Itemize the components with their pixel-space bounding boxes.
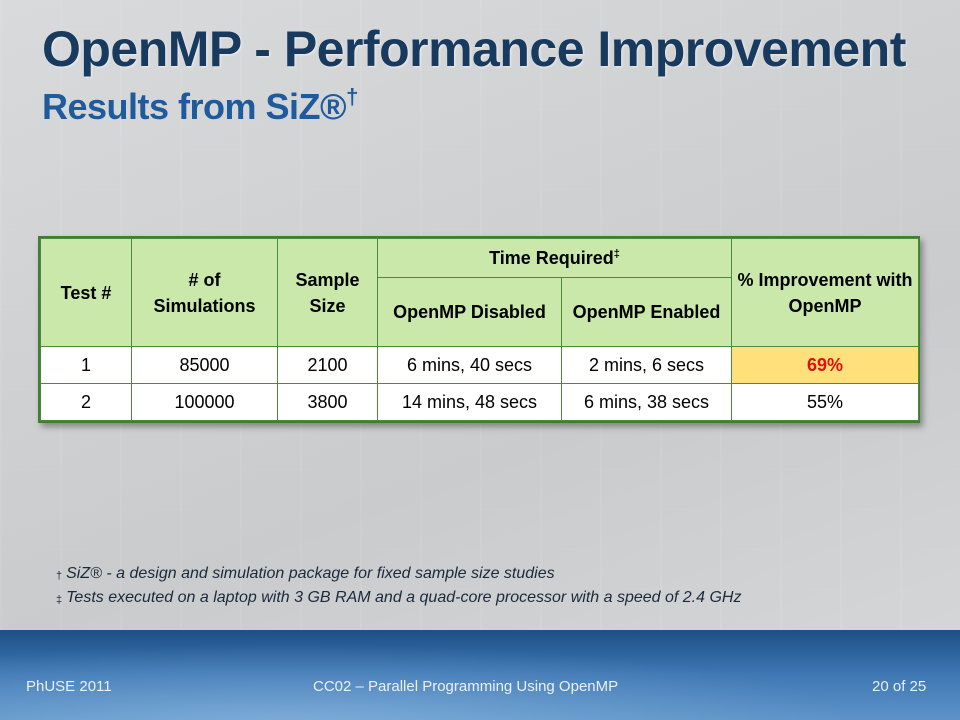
subtitle-text: Results from SiZ® <box>42 86 347 127</box>
footer-presentation-title: CC02 – Parallel Programming Using OpenMP <box>313 678 619 695</box>
cell-test: 2 <box>40 383 132 421</box>
slide-subtitle: Results from SiZ®† <box>42 84 358 128</box>
footnote-mark: ‡ <box>56 594 63 606</box>
header-sample-size: Sample Size <box>277 238 378 347</box>
slide-title: OpenMP - Performance Improvement <box>42 21 906 77</box>
cell-test: 1 <box>40 346 132 384</box>
footer-glow <box>0 630 960 720</box>
header-openmp-enabled: OpenMP Enabled <box>560 277 733 347</box>
cell-sample-size: 2100 <box>277 346 378 384</box>
footnote: ‡ Tests executed on a laptop with 3 GB RA… <box>56 586 936 610</box>
header-test: Test # <box>40 238 132 347</box>
double-dagger-mark: ‡ <box>613 248 620 260</box>
footnote-text: Tests executed on a laptop with 3 GB RAM… <box>66 589 742 606</box>
header-time-required: Time Required‡ <box>376 238 733 278</box>
cell-time-enabled: 2 mins, 6 secs <box>560 346 733 384</box>
footnote-text: SiZ® - a design and simulation package f… <box>66 565 555 582</box>
cell-time-enabled: 6 mins, 38 secs <box>560 383 733 421</box>
cell-improvement-highlight: 69% <box>731 346 920 384</box>
cell-simulations: 100000 <box>131 383 278 421</box>
footer-band <box>0 630 960 720</box>
results-table: Test # # of Simulations Sample Size Time… <box>38 236 920 423</box>
footer-page-number: 20 of 25 <box>872 678 927 695</box>
table-row: 1 85000 2100 6 mins, 40 secs 2 mins, 6 s… <box>40 346 920 384</box>
cell-sample-size: 3800 <box>277 383 378 421</box>
subtitle-dagger-mark: † <box>346 84 358 109</box>
header-openmp-disabled: OpenMP Disabled <box>377 277 562 347</box>
cell-time-disabled: 6 mins, 40 secs <box>377 346 562 384</box>
footnote: † SiZ® - a design and simulation package … <box>56 562 936 586</box>
footer-conference: PhUSE 2011 <box>26 678 112 695</box>
header-improvement: % Improvement with OpenMP <box>731 238 920 347</box>
cell-improvement: 55% <box>731 383 920 421</box>
footnote-mark: † <box>56 570 63 582</box>
header-simulations: # of Simulations <box>131 238 278 347</box>
footnotes: † SiZ® - a design and simulation package … <box>56 562 936 610</box>
header-time-required-label: Time Required <box>489 248 614 268</box>
table-row: 2 100000 3800 14 mins, 48 secs 6 mins, 3… <box>40 383 920 421</box>
cell-time-disabled: 14 mins, 48 secs <box>377 383 562 421</box>
cell-simulations: 85000 <box>131 346 278 384</box>
